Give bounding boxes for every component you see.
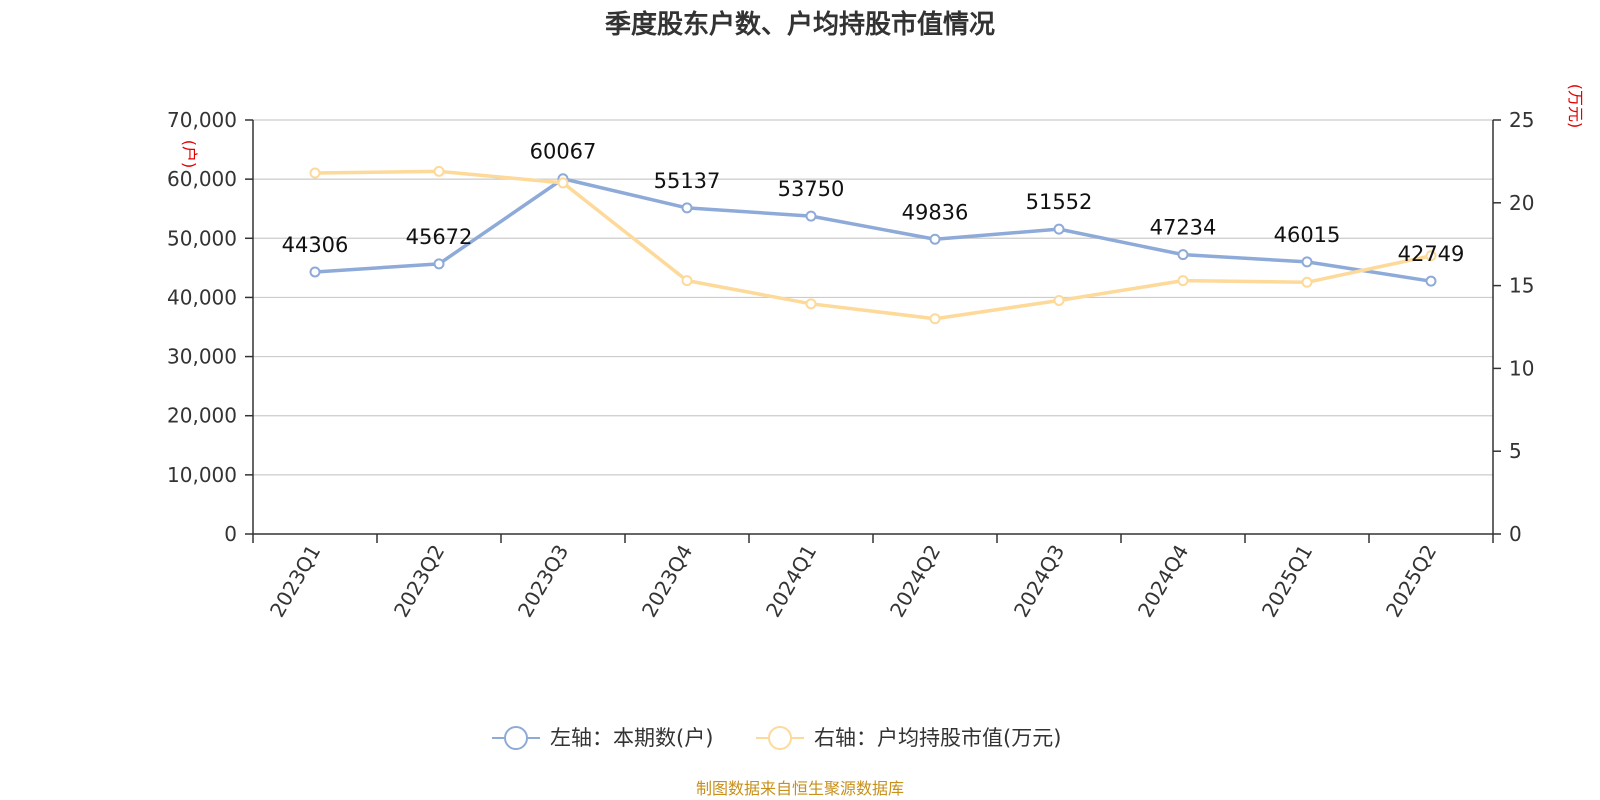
right-axis-tick-label: 0: [1509, 522, 1522, 546]
data-point-right: [1177, 275, 1189, 287]
right-axis-tick-label: 15: [1509, 274, 1534, 298]
data-label: 47234: [1150, 216, 1217, 240]
data-point-right: [309, 167, 321, 179]
right-axis-unit: (万元): [1566, 84, 1585, 129]
x-axis-tick-label: 2024Q2: [885, 541, 945, 622]
data-point-left: [309, 266, 321, 278]
data-point-right: [1301, 276, 1313, 288]
data-point-left: [433, 258, 445, 270]
left-axis-tick-label: 40,000: [167, 285, 237, 309]
data-point-left: [1425, 275, 1437, 287]
data-point-right: [929, 313, 941, 325]
data-labels: 44306 45672 60067 55137 53750 49836 51552 47234…: [282, 140, 1465, 266]
data-point-left: [805, 210, 817, 222]
right-axis-tick-label: 10: [1509, 356, 1534, 380]
legend-item-left[interactable]: 左轴：本期数(户): [492, 726, 713, 750]
data-label: 45672: [406, 225, 473, 249]
x-axis-tick-label: 2024Q3: [1009, 541, 1069, 622]
data-point-right: [681, 275, 693, 287]
data-point-right: [805, 298, 817, 310]
series-line-right: [314, 169, 1432, 321]
series-line-left: [314, 176, 1432, 283]
legend-label-left: 左轴：本期数(户): [550, 726, 713, 750]
left-axis-tick-label: 20,000: [167, 404, 237, 428]
grid-lines: [253, 119, 1493, 476]
left-axis-tick-label: 70,000: [167, 108, 237, 132]
right-axis-tick-label: 20: [1509, 191, 1534, 215]
data-point-right: [1425, 250, 1437, 262]
data-point-right: [557, 177, 569, 189]
data-point-left: [929, 233, 941, 245]
x-axis-tick-label: 2024Q4: [1133, 541, 1193, 622]
right-axis-tick-label: 5: [1509, 439, 1522, 463]
left-axis-tick-label: 0: [224, 522, 237, 546]
data-point-right: [1053, 295, 1065, 307]
left-axis-tick-label: 10,000: [167, 463, 237, 487]
x-axis-tick-label: 2023Q4: [637, 541, 697, 622]
data-label: 44306: [282, 233, 349, 257]
data-label: 46015: [1274, 223, 1341, 247]
right-axis-tick-label: 25: [1509, 108, 1534, 132]
data-label: 51552: [1026, 190, 1093, 214]
data-point-left: [1177, 249, 1189, 261]
x-axis-tick-label: 2023Q3: [513, 541, 573, 622]
left-axis-tick-label: 60,000: [167, 167, 237, 191]
x-axis-tick-label: 2024Q1: [761, 541, 821, 622]
data-label: 42749: [1398, 242, 1465, 266]
left-axis-unit: (户): [180, 140, 199, 169]
left-axis-tick-label: 50,000: [167, 226, 237, 250]
legend: 左轴：本期数(户) 右轴：户均持股市值(万元): [492, 726, 1061, 750]
x-axis-tick-label: 2023Q2: [389, 541, 449, 622]
left-axis-tick-label: 30,000: [167, 345, 237, 369]
axes: 0 10,000 20,000 30,000 40,000 50,000 60,000 70,…: [167, 108, 1534, 621]
legend-item-right[interactable]: 右轴：户均持股市值(万元): [756, 726, 1061, 750]
x-axis-tick-label: 2025Q1: [1257, 541, 1317, 622]
legend-label-right: 右轴：户均持股市值(万元): [814, 726, 1061, 750]
data-point-right: [433, 165, 445, 177]
series-layer: [309, 165, 1437, 325]
chart-title: 季度股东户数、户均持股市值情况: [605, 9, 995, 40]
source-note: 制图数据来自恒生聚源数据库: [696, 779, 904, 798]
data-point-left: [1301, 256, 1313, 268]
data-point-left: [1053, 223, 1065, 235]
data-label: 53750: [778, 177, 845, 201]
data-point-left: [681, 202, 693, 214]
x-axis-tick-label: 2023Q1: [265, 541, 325, 622]
data-label: 55137: [654, 169, 721, 193]
data-label: 60067: [530, 140, 597, 164]
data-label: 49836: [902, 200, 969, 224]
x-axis-tick-label: 2025Q2: [1381, 541, 1441, 622]
